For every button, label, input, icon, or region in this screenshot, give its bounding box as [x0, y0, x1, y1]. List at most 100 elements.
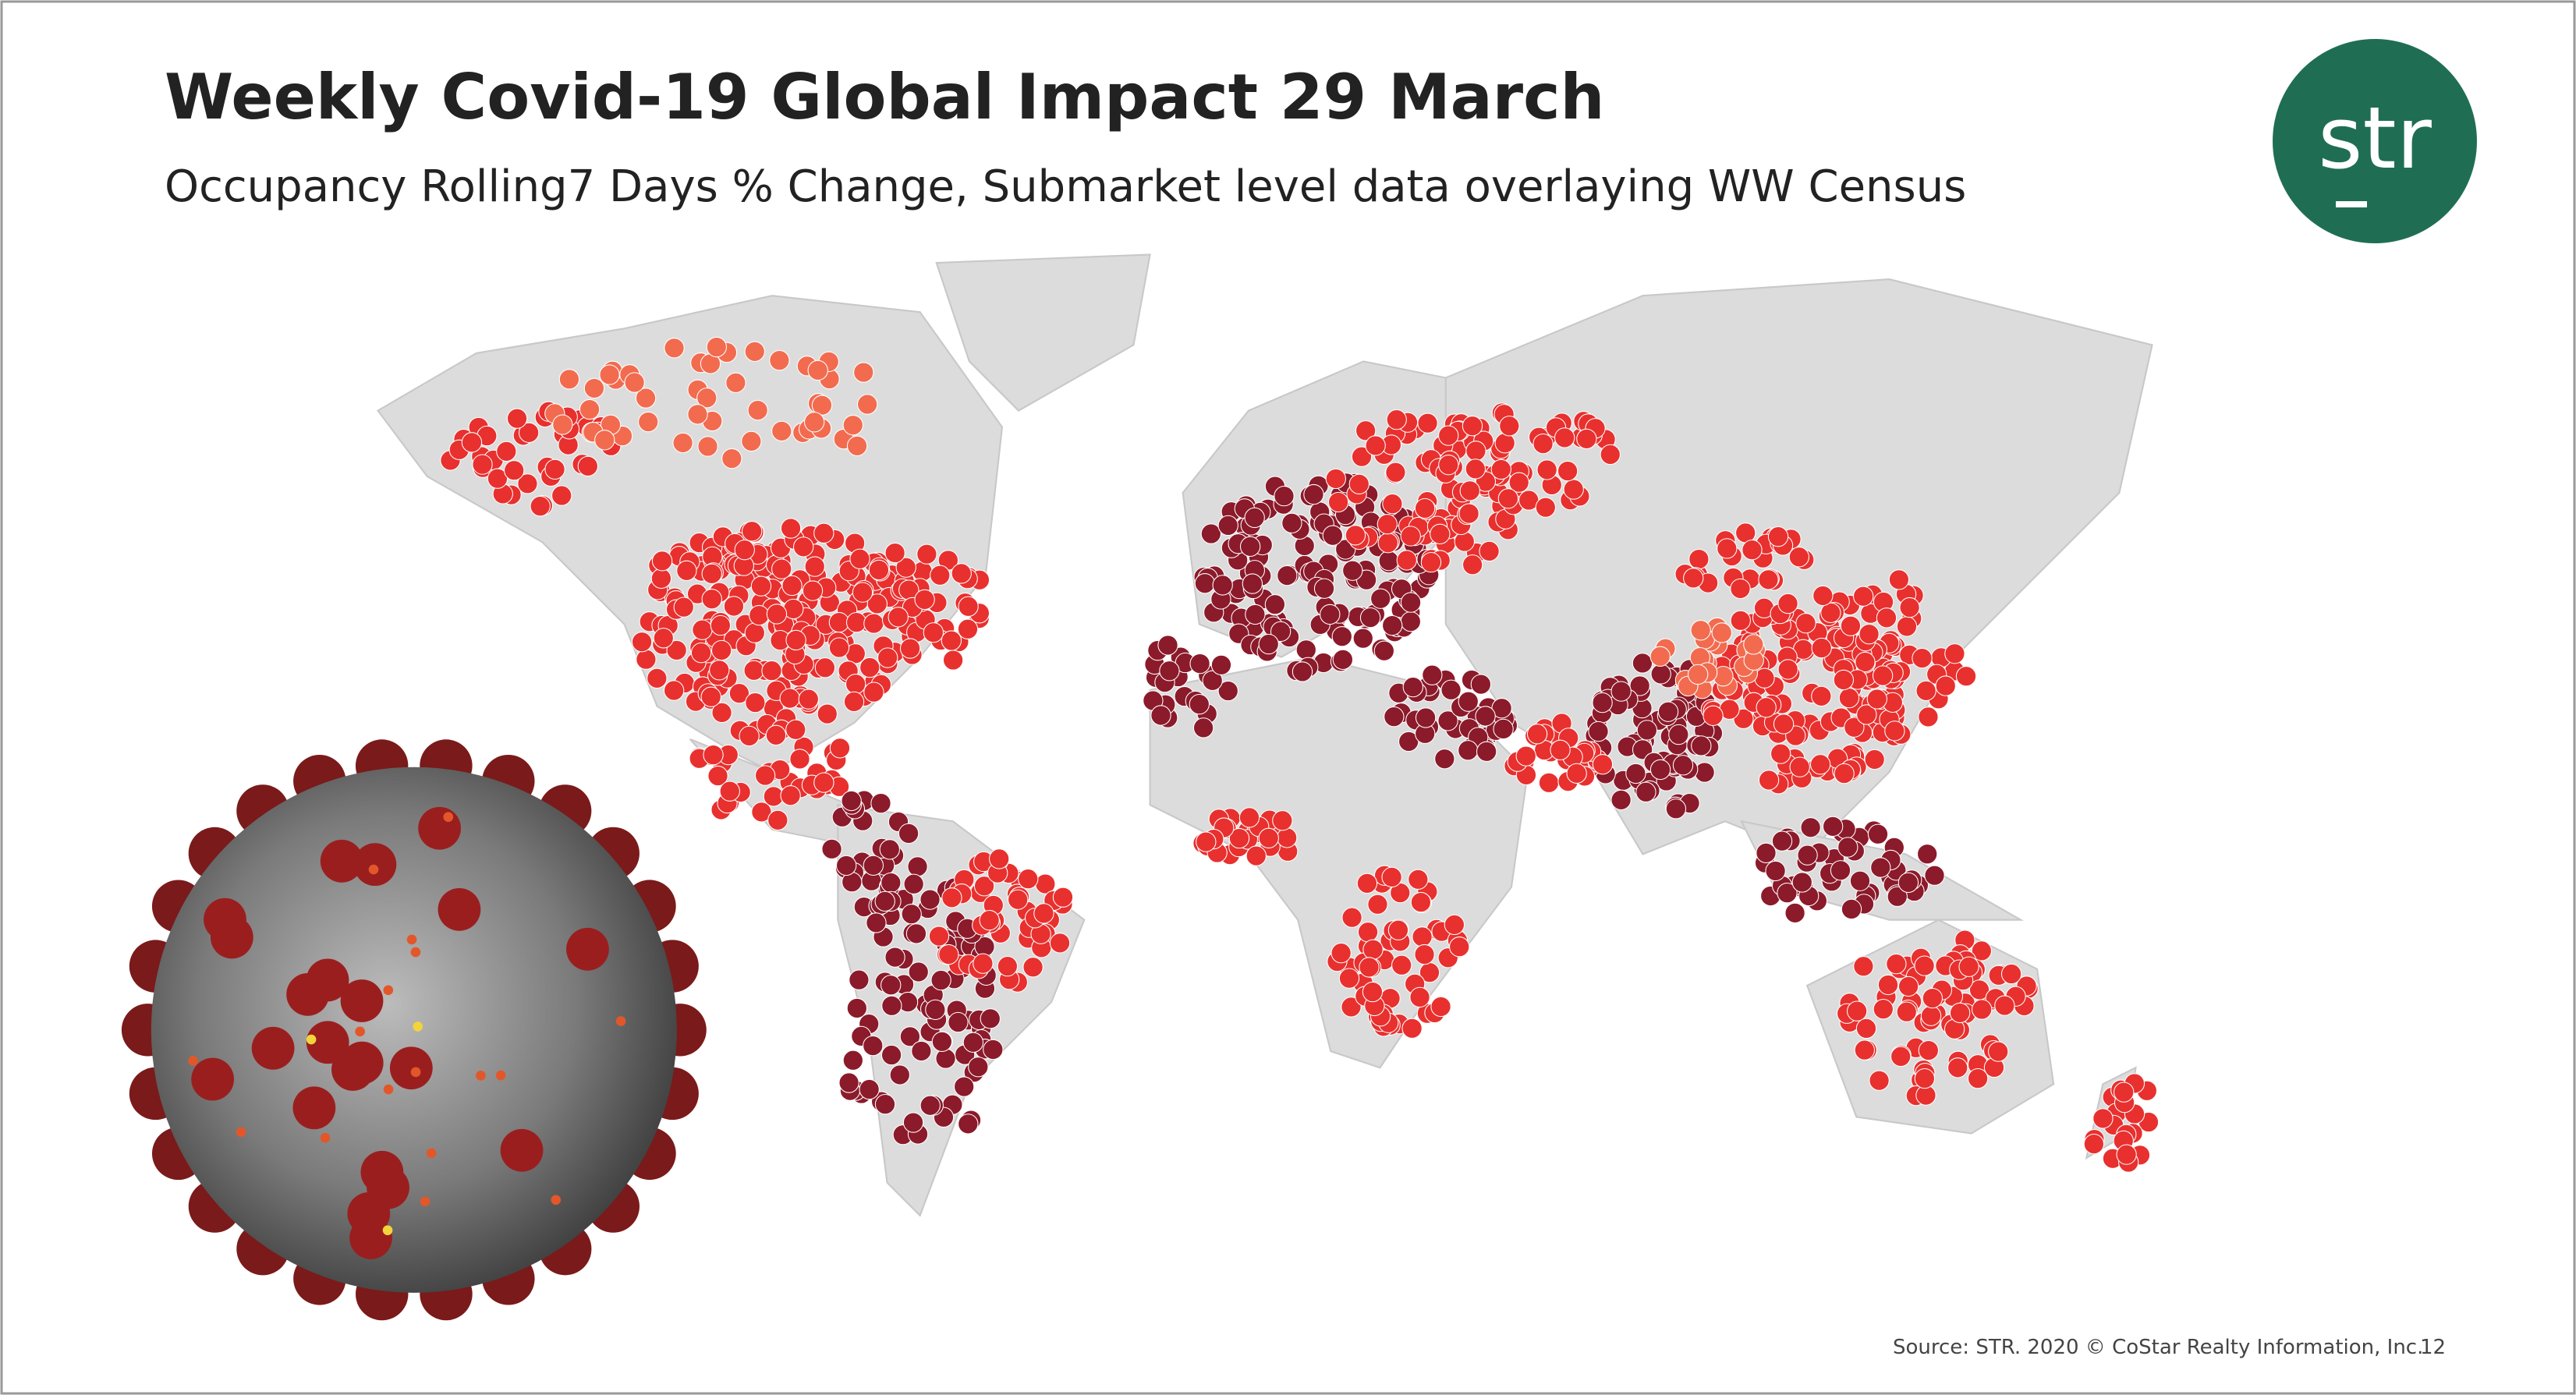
map-dot: [1773, 713, 1795, 735]
map-dot: [767, 809, 788, 831]
map-dot: [1217, 515, 1238, 536]
map-dot: [1462, 554, 1483, 575]
map-dot: [711, 702, 732, 724]
virus-dot: [383, 985, 394, 996]
map-dot: [1458, 691, 1479, 712]
map-dot: [979, 909, 1000, 931]
map-dot: [2114, 1082, 2135, 1103]
map-dot: [1955, 666, 1977, 687]
map-dot: [1899, 597, 1920, 618]
map-dot: [1239, 536, 1261, 557]
map-dot: [1918, 1039, 1940, 1061]
map-dot: [1777, 593, 1798, 614]
map-dot: [842, 1050, 863, 1071]
map-dot: [1454, 531, 1475, 552]
map-dot: [828, 637, 850, 658]
map-dot: [1837, 837, 1858, 858]
map-dot: [710, 614, 732, 636]
map-dot: [1462, 416, 1483, 437]
map-dot: [1465, 441, 1486, 462]
map-dot: [721, 448, 742, 469]
map-dot: [1922, 987, 1944, 1009]
virus-protein: [360, 1150, 404, 1194]
virus-protein: [320, 839, 363, 883]
virus-protein: [204, 898, 246, 941]
map-dot: [1756, 697, 1777, 718]
map-dot: [1838, 687, 1860, 709]
map-dot: [1833, 669, 1855, 691]
map-dot: [741, 521, 763, 542]
map-dot: [769, 350, 790, 371]
map-dot: [1377, 514, 1398, 535]
map-dot: [1866, 689, 1887, 710]
map-dot: [1338, 968, 1360, 989]
virus-protein: [418, 806, 461, 850]
map-dot: [1362, 981, 1384, 1003]
virus-dot: [188, 1055, 198, 1066]
map-dot: [530, 495, 551, 517]
map-dot: [957, 618, 979, 639]
map-dot: [1872, 665, 1894, 686]
map-dot: [1408, 869, 1429, 890]
map-dot: [1532, 433, 1554, 455]
map-dot: [1242, 573, 1263, 594]
map-dot: [1784, 902, 1805, 923]
map-dot: [653, 628, 674, 649]
map-dot: [558, 369, 580, 390]
map-dot: [1809, 754, 1831, 775]
map-dot: [1592, 692, 1613, 713]
map-dot: [1791, 872, 1812, 893]
map-dot: [941, 887, 962, 908]
map-dot: [676, 560, 697, 581]
map-dot: [1365, 435, 1386, 456]
map-dot: [1711, 622, 1732, 643]
map-dot: [1479, 540, 1500, 562]
map-dot: [1400, 611, 1422, 632]
map-dot: [930, 969, 951, 991]
map-dot: [1384, 706, 1405, 728]
map-dot: [1320, 604, 1341, 625]
map-dot: [599, 364, 620, 385]
map-dot: [1554, 427, 1575, 448]
map-dot: [1988, 1041, 2009, 1062]
map-dot: [1870, 857, 1891, 878]
map-dot: [881, 872, 902, 894]
map-dot: [870, 792, 891, 814]
map-dot: [907, 856, 928, 877]
map-dot: [785, 629, 806, 651]
map-dot: [1765, 860, 1786, 882]
map-dot: [813, 522, 834, 543]
map-dot: [916, 543, 937, 565]
map-dot: [504, 460, 525, 481]
map-dot: [750, 575, 772, 597]
map-dot: [710, 639, 732, 661]
map-dot: [1683, 568, 1704, 589]
map-dot: [1834, 763, 1855, 784]
map-dot: [1508, 472, 1529, 493]
virus-protein: [353, 843, 397, 887]
map-dot: [506, 408, 528, 429]
map-dot: [919, 889, 941, 910]
map-dot: [771, 420, 792, 442]
map-dot: [1331, 626, 1352, 647]
map-dot: [1401, 1018, 1423, 1039]
virus-protein: [438, 887, 481, 931]
virus-dot: [306, 1034, 317, 1045]
map-dot: [749, 604, 770, 626]
map-dot: [761, 660, 782, 682]
map-dot: [1325, 468, 1346, 490]
map-dot: [1758, 770, 1780, 791]
map-dot: [863, 1035, 884, 1057]
map-dot: [1196, 831, 1217, 852]
map-dot: [1730, 610, 1751, 631]
map-dot: [868, 559, 890, 581]
map-dot: [1743, 634, 1764, 655]
map-dot: [1409, 986, 1430, 1008]
map-dot: [1274, 485, 1295, 507]
map-dot: [719, 781, 740, 802]
virus-dot: [495, 1070, 506, 1081]
map-dot: [687, 404, 708, 425]
virus-dot: [476, 1071, 486, 1081]
map-dot: [1281, 512, 1302, 534]
map-dot: [853, 362, 874, 383]
